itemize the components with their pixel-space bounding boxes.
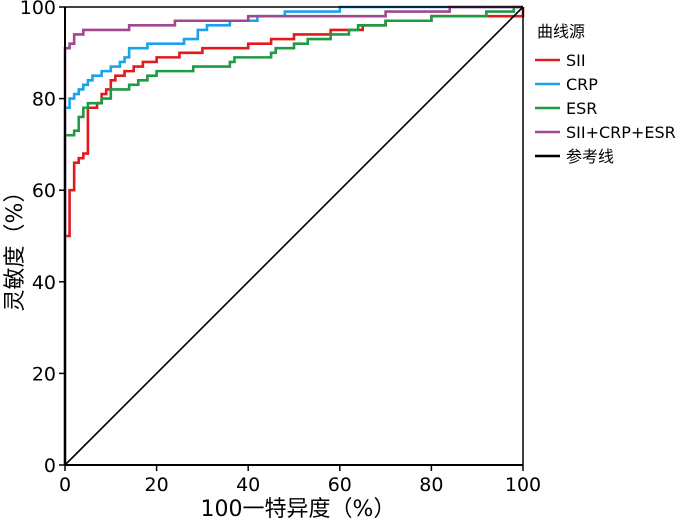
x-tick-label: 100 [505, 474, 541, 496]
series-layer [63, 5, 525, 466]
ticks-layer: 0 20 40 60 80 100 0 20 40 60 80 100 [20, 0, 541, 496]
series-line-esr [63, 5, 523, 465]
series-line-sii-plus-crp-plus-esr [63, 5, 523, 465]
axes-layer [64, 6, 524, 466]
x-tick-label: 20 [145, 474, 169, 496]
y-tick-label: 40 [32, 272, 56, 294]
series-line-reference [64, 6, 524, 466]
y-tick-label: 20 [32, 363, 56, 385]
x-tick-label: 60 [328, 474, 352, 496]
legend-label-sii-plus-crp-plus-esr: SII+CRP+ESR [566, 123, 676, 142]
x-axis-title: 100一特异度（%） [201, 497, 396, 522]
x-tick-label: 80 [419, 474, 443, 496]
y-tick-label: 80 [32, 89, 56, 111]
legend-label-esr: ESR [566, 99, 597, 118]
legend-title: 曲线源 [537, 22, 585, 41]
legend-entries: SII CRP ESR SII+CRP+ESR 参考线 [535, 51, 676, 166]
x-tick-label: 40 [236, 474, 260, 496]
legend-label-reference: 参考线 [566, 147, 614, 166]
y-tick-label: 0 [44, 455, 56, 477]
legend: 曲线源 SII CRP ESR SII+CRP+ESR 参考线 [535, 22, 676, 166]
y-tick-label: 60 [32, 180, 56, 202]
x-tick-label: 0 [59, 474, 71, 496]
legend-label-sii: SII [566, 51, 586, 70]
y-axis-title: 灵敏度（%） [3, 181, 28, 312]
y-tick-label: 100 [20, 0, 56, 19]
series-line-sii [63, 7, 525, 465]
legend-label-crp: CRP [566, 75, 598, 94]
